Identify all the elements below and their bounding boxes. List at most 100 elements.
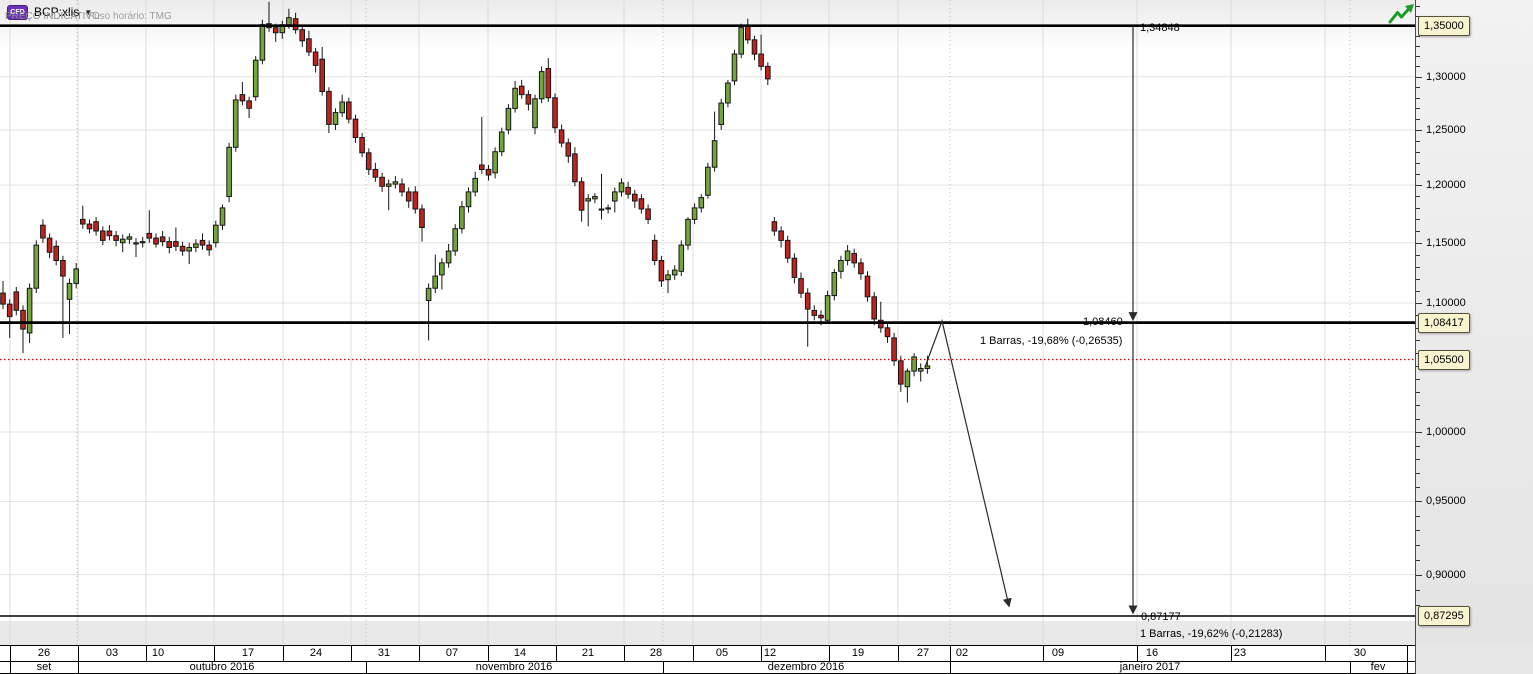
price-tick-label: 1,30000 (1426, 71, 1466, 83)
time-axis-divider (0, 661, 1415, 662)
time-tick-label: 27 (916, 647, 930, 659)
candle-body (292, 18, 299, 31)
time-tick-label: 14 (513, 647, 527, 659)
day-separator (829, 646, 830, 661)
price-minor-tick (1416, 530, 1420, 531)
candle-body (272, 27, 279, 34)
price-axis[interactable]: 1,35000 1,30000 1,25000 1,20000 1,15000 1,100… (1415, 0, 1533, 645)
month-label: dezembro 2016 (767, 661, 845, 673)
candle-body (498, 131, 505, 153)
candle-body (598, 208, 605, 211)
candle-body (46, 237, 53, 253)
price-minor-tick (1416, 279, 1420, 280)
day-separator (351, 646, 352, 661)
price-axis-box: 0,87295 (1418, 606, 1470, 626)
candle-body (731, 53, 738, 82)
day-separator (488, 646, 489, 661)
candle-body (538, 71, 545, 100)
chart-surface[interactable]: 1,34848 1,08460 0,87177 1 Barras, -19,68% (… (0, 0, 1415, 645)
axis-corner (1415, 645, 1533, 674)
candle-body (678, 244, 685, 272)
month-label: outubro 2016 (189, 661, 255, 673)
candle-body (445, 250, 452, 264)
price-minor-tick (1416, 473, 1420, 474)
day-separator (1231, 646, 1232, 661)
projection-arrow[interactable] (924, 318, 1012, 608)
day-separator (78, 646, 79, 661)
candle-body (219, 207, 226, 226)
month-separator (10, 661, 11, 673)
candle-body (425, 287, 432, 301)
candle-body (738, 27, 745, 55)
candle-body (838, 260, 844, 272)
price-major-tick (1416, 243, 1422, 244)
price-minor-tick (1416, 340, 1420, 341)
candle-body (492, 151, 498, 174)
price-tick-label: 1,20000 (1426, 179, 1466, 191)
candle-body (365, 152, 372, 170)
candle-body (711, 140, 718, 168)
day-separator (1137, 646, 1138, 661)
candle-body (299, 29, 305, 42)
candle-body (917, 368, 924, 372)
candle-body (113, 235, 119, 241)
price-major-tick (1416, 185, 1422, 186)
candlestick-chart[interactable] (0, 0, 1415, 645)
day-separator (214, 646, 215, 661)
time-tick-label: 02 (955, 647, 969, 659)
candle-body (126, 236, 133, 240)
price-minor-tick (1416, 87, 1420, 88)
candle-body (798, 278, 804, 294)
candle-body (412, 191, 419, 210)
candle-body (472, 177, 478, 193)
price-minor-tick (1416, 163, 1420, 164)
symbol-selector[interactable]: CFD BCP:xlis ▼ (7, 4, 92, 20)
price-minor-tick (1416, 459, 1420, 460)
info-strip (0, 621, 1415, 645)
price-minor-tick (1416, 108, 1420, 109)
levels-layer[interactable] (0, 24, 1415, 617)
candle-body (13, 291, 20, 311)
price-pulse-icon (1388, 4, 1414, 24)
time-tick-label: 28 (649, 647, 663, 659)
candle-body (558, 129, 565, 144)
candle-body (399, 183, 405, 193)
candle-body (818, 314, 824, 319)
month-separator (1350, 661, 1351, 673)
candle-body (844, 250, 851, 261)
candle-body (133, 242, 139, 245)
candle-body (612, 191, 618, 202)
day-separator (146, 646, 147, 661)
candle-body (432, 275, 438, 289)
price-minor-tick (1416, 605, 1420, 606)
candle-body (512, 87, 518, 109)
candle-body (66, 282, 73, 300)
candle-body (592, 196, 598, 200)
candle-body (339, 101, 345, 114)
time-tick-label: 03 (105, 647, 119, 659)
candle-body (159, 236, 166, 243)
candle-body (359, 137, 365, 154)
chevron-down-icon[interactable]: ▼ (84, 7, 93, 17)
candle-body (891, 337, 897, 362)
price-axis-box: 1,35000 (1418, 16, 1470, 36)
price-minor-tick (1416, 487, 1420, 488)
candle-body (784, 239, 791, 259)
candle-body (306, 38, 312, 53)
candle-body (173, 241, 179, 247)
day-separator (1407, 646, 1408, 661)
day-separator (419, 646, 420, 661)
candle-body (352, 118, 359, 138)
month-label: janeiro 2017 (1119, 661, 1181, 673)
candle-body (898, 360, 904, 385)
candle-body (505, 107, 512, 131)
price-major-tick (1416, 130, 1422, 131)
price-minor-tick (1416, 141, 1420, 142)
candle-body (326, 90, 332, 125)
candle-body (791, 257, 798, 278)
candle-body (392, 181, 399, 185)
time-axis[interactable]: 26 03 10 17 24 31 07 14 21 28 05 12 19 27 02 09 16 23 30 se… (0, 645, 1415, 674)
candle-body (179, 245, 186, 252)
price-minor-tick (1416, 560, 1420, 561)
price-tick-label: 1,10000 (1426, 297, 1466, 309)
